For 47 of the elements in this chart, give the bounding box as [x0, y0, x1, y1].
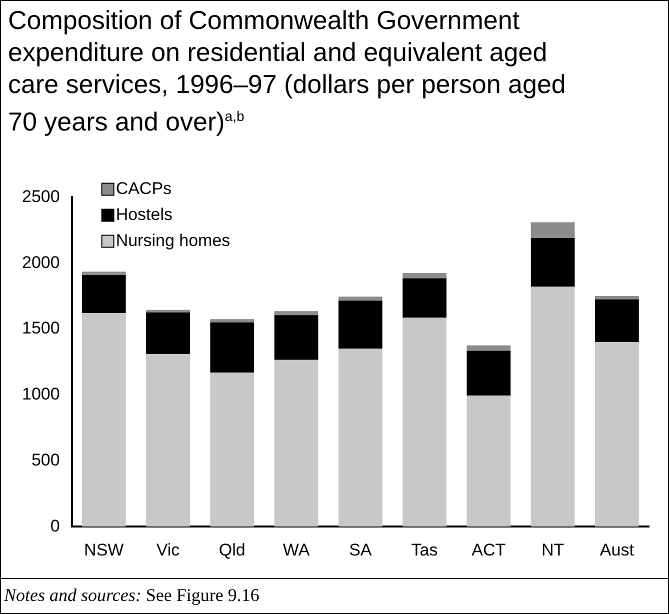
- y-tick-label: 2500: [22, 186, 60, 206]
- bar: [146, 354, 190, 527]
- x-tick-label: Qld: [218, 540, 246, 560]
- bar: [595, 296, 639, 300]
- x-tick-label: WA: [282, 540, 310, 560]
- bar: [402, 278, 446, 318]
- legend-label: Hostels: [116, 204, 173, 224]
- y-tick-label: 2000: [22, 252, 60, 272]
- bar: [82, 313, 126, 527]
- x-tick-label: SA: [349, 540, 372, 560]
- bar: [82, 272, 126, 275]
- bar: [210, 319, 254, 322]
- y-tick-label: 1500: [22, 318, 60, 338]
- bar: [530, 238, 575, 287]
- bar: [466, 396, 511, 527]
- bar: [466, 350, 511, 396]
- bar: [338, 296, 382, 301]
- x-tick-label: Aust: [600, 540, 634, 560]
- x-tick-label: Vic: [156, 540, 180, 560]
- text: Notes and sources: See Figure 9.16: [0, 578, 669, 606]
- bar: [274, 315, 318, 360]
- bar: [338, 348, 382, 527]
- legend-label: CACPs: [116, 178, 172, 198]
- bar: [210, 372, 254, 527]
- bar: [146, 312, 190, 354]
- bar: [402, 318, 446, 527]
- bar: [274, 360, 318, 527]
- bar: [146, 310, 190, 312]
- x-tick-label: NSW: [84, 540, 124, 560]
- bar: [274, 311, 318, 316]
- x-tick-label: Tas: [411, 540, 438, 560]
- y-tick-label: 500: [31, 450, 60, 470]
- bar: [338, 300, 382, 349]
- legend-label: Nursing homes: [116, 230, 230, 250]
- bar: [530, 222, 575, 238]
- x-tick-label: NT: [541, 540, 564, 560]
- bar: [595, 342, 639, 527]
- y-tick-label: 1000: [22, 384, 60, 404]
- bar: [402, 272, 446, 278]
- y-tick-label: 0: [50, 516, 60, 536]
- chart-title: Composition of Commonwealth Government expenditure on residential and equivalent aged care services, 1996–97 (dollars per person aged 70 years and over)$^{a,b}$: [8, 4, 567, 138]
- bar: [466, 345, 511, 351]
- bar: [595, 299, 639, 342]
- bar: [210, 322, 254, 372]
- bar: [530, 286, 575, 527]
- x-tick-label: ACT: [472, 540, 506, 560]
- bar: [82, 274, 126, 314]
